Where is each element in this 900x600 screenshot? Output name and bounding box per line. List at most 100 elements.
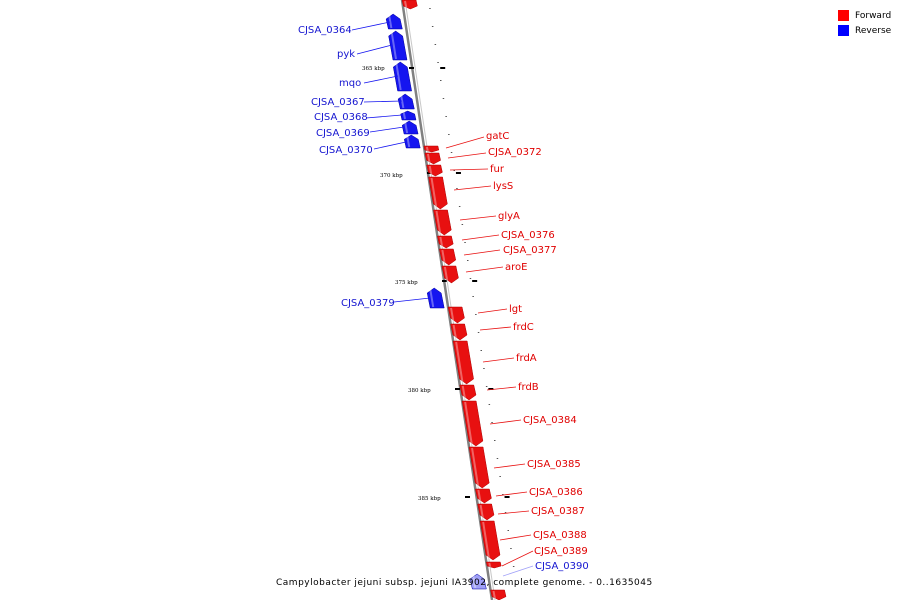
gene-glyph-highlight (404, 121, 409, 134)
forward-gene-glyph (468, 446, 490, 489)
major-tick-right (504, 496, 510, 498)
gene-glyph-highlight (464, 401, 473, 446)
major-tick-right (455, 172, 461, 174)
legend-reverse-swatch (838, 25, 849, 36)
minor-tick (429, 8, 431, 9)
tick-label: 380 kbp (408, 388, 431, 394)
forward-gene-glyph (424, 152, 441, 165)
gene-leader-line (363, 75, 399, 84)
forward-gene-glyph (401, 0, 418, 10)
major-tick (455, 388, 460, 390)
gene-leader-line (365, 114, 403, 119)
minor-tick (448, 134, 450, 135)
reverse-gene-glyph (426, 287, 445, 309)
legend-reverse: Reverse (838, 23, 891, 38)
minor-tick (472, 296, 474, 297)
gene-glyph-highlight (426, 153, 431, 164)
gene-glyph-highlight (388, 14, 393, 29)
gene-glyph-highlight (471, 447, 480, 488)
minor-tick (434, 44, 437, 45)
minor-tick (488, 404, 491, 405)
gene-glyph-highlight (390, 31, 397, 60)
gene-label: glyA (498, 211, 520, 222)
minor-tick (491, 422, 493, 423)
forward-gene-glyph (485, 561, 502, 569)
genome-caption: Campylobacter jejuni subsp. jejuni IA390… (276, 578, 653, 588)
gene-leader-line (499, 534, 532, 541)
gene-label: CJSA_0379 (341, 298, 395, 309)
gene-label: CJSA_0369 (316, 128, 370, 139)
minor-tick (450, 152, 453, 153)
gene-leader-line (461, 234, 500, 241)
gene-glyph-highlight (425, 146, 429, 152)
minor-tick (507, 530, 509, 531)
major-tick-right (440, 67, 446, 69)
minor-tick (494, 440, 496, 441)
gene-glyph-highlight (443, 266, 449, 283)
forward-gene-glyph (459, 384, 477, 401)
gene-glyph-highlight (479, 504, 484, 520)
gene-leader-line (453, 185, 492, 191)
gene-leader-line (493, 463, 526, 469)
gene-leader-line (463, 249, 501, 256)
gene-label: lysS (493, 181, 513, 192)
gene-leader-line (393, 297, 431, 303)
gene-label: frdC (513, 322, 534, 333)
gene-label: CJSA_0384 (523, 415, 577, 426)
major-tick (465, 496, 470, 498)
gene-label: CJSA_0387 (531, 506, 585, 517)
reverse-gene-glyph (393, 61, 412, 92)
gene-leader-line (477, 308, 508, 314)
gene-leader-line (502, 565, 534, 577)
forward-gene-glyph (426, 164, 443, 177)
gene-glyph-highlight (488, 562, 492, 568)
gene-glyph-highlight (439, 236, 444, 248)
gene-glyph-highlight (406, 135, 411, 148)
forward-gene-glyph (452, 340, 474, 385)
major-tick (442, 280, 447, 282)
forward-gene-glyph (433, 209, 452, 236)
gene-glyph-highlight (455, 341, 464, 384)
gene-label: mqo (339, 78, 361, 89)
gene-glyph-highlight (402, 111, 406, 120)
forward-gene-glyph (441, 265, 459, 284)
gene-leader-line (501, 550, 534, 567)
minor-tick (431, 26, 434, 27)
reverse-gene-glyph (385, 13, 403, 30)
gene-glyph-highlight (477, 489, 482, 503)
gene-label: CJSA_0385 (527, 459, 581, 470)
minor-tick (515, 584, 518, 585)
gene-glyph-highlight (461, 385, 466, 400)
minor-tick (461, 224, 464, 225)
gene-leader-line (479, 326, 512, 331)
gene-leader-line (356, 44, 393, 55)
forward-gene-glyph (477, 503, 495, 521)
gene-leader-line (486, 386, 517, 391)
reverse-gene-glyph (397, 93, 415, 110)
gene-glyph-highlight (450, 307, 455, 323)
forward-gene-glyph (461, 400, 484, 447)
gene-label: CJSA_0367 (311, 97, 365, 108)
tick-label: 385 kbp (418, 496, 441, 502)
tick-label: 370 kbp (380, 173, 403, 179)
minor-tick (496, 458, 499, 459)
forward-gene-glyph (428, 176, 448, 210)
gene-glyph-highlight (429, 288, 435, 308)
gene-glyph-highlight (400, 94, 405, 109)
legend-forward-swatch (838, 10, 849, 21)
gene-glyph-highlight (404, 0, 408, 9)
tick-label: 375 kbp (395, 280, 418, 286)
forward-gene-glyph (450, 323, 468, 341)
gene-label: gatC (486, 131, 509, 142)
gene-label: pyk (337, 49, 355, 60)
minor-tick (456, 188, 458, 189)
gene-leader-line (495, 491, 528, 497)
gene-label: lgt (509, 304, 522, 315)
gene-leader-line (449, 168, 489, 171)
forward-gene-glyph (490, 589, 507, 600)
gene-label: frdA (516, 353, 537, 364)
minor-tick (467, 260, 469, 261)
gene-leader-line (489, 419, 522, 425)
legend-forward: Forward (838, 8, 891, 23)
